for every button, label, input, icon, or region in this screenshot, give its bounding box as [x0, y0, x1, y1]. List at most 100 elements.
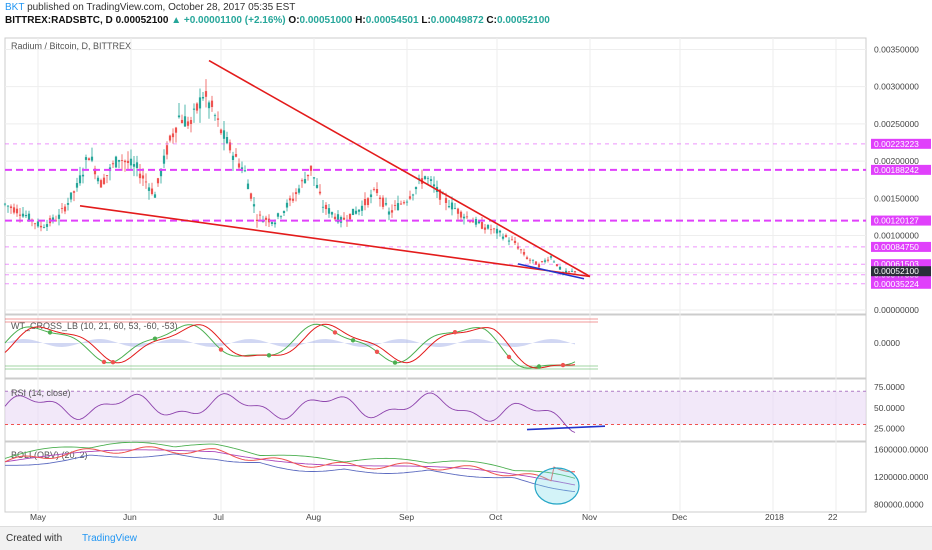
candle	[153, 191, 157, 198]
candle	[540, 260, 544, 264]
level-badge-label: 0.00035224	[874, 279, 919, 289]
candle-body	[495, 228, 499, 234]
candle	[93, 165, 97, 180]
candle	[456, 207, 460, 220]
candle-body	[258, 214, 262, 216]
candle	[504, 233, 508, 238]
candle	[90, 147, 94, 163]
candle	[45, 219, 49, 231]
candle-body	[378, 197, 382, 200]
wt-cross-dot	[374, 349, 380, 354]
candle-body	[324, 204, 328, 210]
candle-body	[375, 189, 379, 194]
current-price-label: 0.00052100	[874, 266, 919, 276]
close-value: 0.00052100	[496, 15, 550, 26]
candle	[120, 154, 124, 171]
candle-body	[282, 211, 286, 214]
high-label: H:	[355, 15, 366, 26]
candle-body	[150, 188, 154, 194]
candle	[207, 100, 211, 119]
candle	[63, 204, 67, 215]
candle-body	[507, 240, 511, 242]
candle-body	[474, 219, 478, 225]
candle-body	[501, 236, 505, 239]
x-tick-label: Jun	[123, 512, 137, 522]
candle	[147, 183, 151, 200]
candle-body	[198, 97, 202, 109]
level-badge	[871, 241, 931, 252]
candle-body	[147, 187, 151, 191]
obv-y-tick: 1600000.0000	[874, 444, 929, 454]
candle	[342, 212, 346, 221]
current-price-badge	[871, 266, 931, 277]
candle-body	[462, 216, 466, 219]
candle	[399, 200, 403, 206]
candle-body	[540, 261, 544, 263]
candle-body	[411, 194, 415, 196]
candle-body	[546, 259, 550, 261]
candle	[498, 229, 502, 237]
candle	[558, 265, 562, 271]
x-tick-label: 2018	[765, 512, 784, 522]
candle	[9, 204, 13, 214]
candle-body	[165, 145, 169, 155]
candle	[270, 221, 274, 227]
candle	[303, 171, 307, 184]
obv-y-tick: 1200000.0000	[874, 472, 929, 482]
candle-body	[459, 211, 463, 218]
candle	[126, 151, 130, 171]
wt-cross-dot	[110, 360, 116, 365]
candle-body	[342, 217, 346, 220]
candle	[474, 216, 478, 228]
price-value: 0.00052100	[115, 15, 169, 26]
candle	[306, 174, 310, 181]
level-badge-label: 0.00061503	[874, 259, 919, 269]
candle-body	[363, 198, 367, 206]
candle	[360, 200, 364, 216]
candle-body	[93, 168, 97, 175]
candle-body	[252, 204, 256, 207]
footer-bar: Created with TradingView	[0, 526, 932, 550]
candle	[135, 155, 139, 177]
candle	[393, 200, 397, 211]
x-tick-label: Sep	[399, 512, 414, 522]
candle-body	[387, 211, 391, 215]
candle-body	[90, 156, 94, 161]
candle	[228, 139, 232, 154]
publish-line: BKT published on TradingView.com, Octobe…	[5, 2, 295, 13]
candle	[354, 206, 358, 215]
chart-canvas[interactable]: Radium / Bitcoin, D, BITTREX WT_CROSS_LB…	[0, 0, 932, 526]
trend-line	[79, 204, 591, 278]
candle-body	[87, 158, 91, 161]
candle	[186, 116, 190, 129]
candle-body	[72, 191, 76, 193]
candle	[336, 210, 340, 224]
candle	[372, 187, 376, 192]
candle-body	[564, 270, 568, 273]
candle-body	[498, 230, 502, 233]
candle-body	[132, 164, 136, 167]
candle-body	[21, 213, 25, 217]
wt-title: WT_CROSS_LB (10, 21, 60, 53, -60, -53)	[11, 321, 178, 331]
candle-body	[114, 156, 118, 168]
symbol-label: BITTREX:RADSBTC, D	[5, 15, 113, 26]
author-link[interactable]: BKT	[5, 2, 25, 13]
candle	[174, 126, 178, 143]
candle-body	[330, 212, 334, 215]
candle	[72, 190, 76, 202]
candle-body	[162, 155, 166, 164]
candle-body	[207, 102, 211, 109]
candle-body	[303, 179, 307, 184]
candle	[279, 215, 283, 220]
tradingview-logo[interactable]: TradingView	[82, 533, 138, 544]
candle-body	[336, 214, 340, 223]
candle-body	[438, 189, 442, 200]
candle	[234, 148, 238, 158]
candle	[114, 155, 118, 169]
candle-body	[366, 198, 370, 205]
candle-body	[57, 214, 61, 219]
wt-cross-dot	[47, 330, 53, 335]
candle	[6, 205, 10, 213]
candle	[246, 179, 250, 190]
candle-body	[408, 196, 412, 199]
